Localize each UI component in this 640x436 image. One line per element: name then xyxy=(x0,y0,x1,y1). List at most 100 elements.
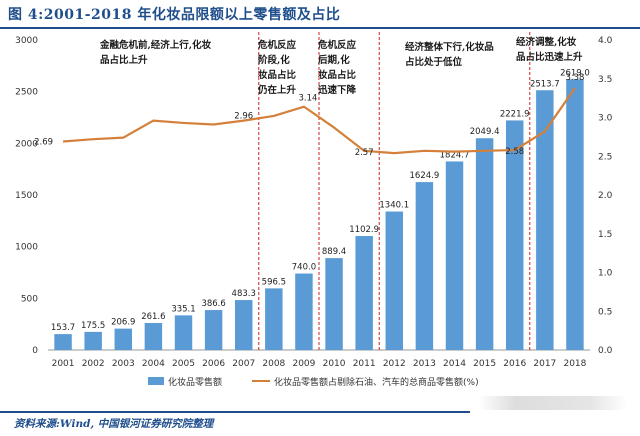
x-tick-label: 2011 xyxy=(353,359,376,369)
bar xyxy=(54,334,72,350)
bar-data-label: 1824.7 xyxy=(440,150,470,160)
annotation-line: 后期,化 xyxy=(318,54,350,66)
line-data-label: 2.69 xyxy=(34,138,53,148)
line-data-label: 2.57 xyxy=(355,148,374,158)
legend-bar-swatch xyxy=(148,377,164,385)
line-data-label: 3.14 xyxy=(298,94,317,104)
annotation-line: 经济整体下行,化妆品 xyxy=(405,41,494,53)
y-left-tick-label: 2500 xyxy=(15,88,38,98)
y-left-tick-label: 1500 xyxy=(15,191,38,201)
x-tick-label: 2004 xyxy=(142,359,165,369)
share-line xyxy=(62,87,576,155)
line-data-label: 2.96 xyxy=(234,112,253,122)
x-tick-label: 2012 xyxy=(383,359,406,369)
x-tick-label: 2015 xyxy=(473,359,496,369)
annotation-line: 经济调整,化妆 xyxy=(516,36,577,48)
bar xyxy=(566,79,584,350)
annotation-line: 仍在上升 xyxy=(257,84,297,96)
y-left-tick-label: 3000 xyxy=(15,36,38,46)
chart-title: 图 4:2001-2018 年化妆品限额以上零售额及占比 xyxy=(8,7,341,23)
bar xyxy=(144,322,163,350)
line-series: 2.69 2.96 3.14 2.57 2.58 3.38 xyxy=(34,73,584,158)
bar-data-label: 596.5 xyxy=(262,277,286,287)
x-tick-label: 2018 xyxy=(563,359,586,369)
bar-data-label: 2619.0 xyxy=(560,68,590,78)
bar-data-label: 175.5 xyxy=(81,321,105,331)
bar xyxy=(445,161,464,350)
bar xyxy=(475,138,494,350)
bar-data-label: 1340.1 xyxy=(379,201,409,211)
y-right-tick-label: 3.5 xyxy=(598,75,612,85)
annotation-line: 占比处于低位 xyxy=(405,56,463,68)
bar xyxy=(295,273,313,350)
bar xyxy=(234,300,253,350)
y-right-tick-label: 4.0 xyxy=(598,36,613,46)
bar-data-label: 2049.4 xyxy=(470,127,500,137)
period-dividers xyxy=(258,32,531,350)
annotation-line: 品占比迅速上升 xyxy=(516,51,583,63)
bar xyxy=(536,90,554,350)
source-rule xyxy=(0,411,470,413)
chart-legend: 化妆品零售额 化妆品零售额占剔除石油、汽车的总商品零售额(%) xyxy=(148,376,479,388)
bar-data-label: 483.3 xyxy=(232,289,256,299)
x-tick-label: 2008 xyxy=(262,359,285,369)
y-right-tick-label: 2.5 xyxy=(598,152,612,162)
bar xyxy=(204,310,223,350)
x-tick-label: 2003 xyxy=(112,359,135,369)
annotation-line: 品占比上升 xyxy=(100,54,148,66)
title-bar: 图 4:2001-2018 年化妆品限额以上零售额及占比 xyxy=(0,0,640,26)
annotation-line: 危机反应 xyxy=(257,39,297,51)
x-tick-label: 2009 xyxy=(292,359,315,369)
bar xyxy=(114,328,133,350)
y-right-tick-label: 3.0 xyxy=(598,114,613,124)
bar-data-label: 153.7 xyxy=(51,323,75,333)
bar-series: 153.7 175.5 206.9 261.6 335.1 386.6 483.3 596.5… xyxy=(51,68,590,351)
bar-data-label: 1102.9 xyxy=(349,225,379,235)
x-tick-label: 2005 xyxy=(172,359,195,369)
bar xyxy=(174,315,193,350)
bar-data-label: 740.0 xyxy=(292,263,316,273)
period-annotations: 金融危机前,经济上行,化妆品占比上升危机反应阶段,化妆品占比仍在上升危机反应后期… xyxy=(99,36,583,96)
bar-data-label: 386.6 xyxy=(201,299,225,309)
annotation-line: 危机反应 xyxy=(317,39,357,51)
y-left-tick-label: 500 xyxy=(21,294,38,304)
x-tick-label: 2014 xyxy=(443,359,466,369)
source-note: 资料来源:Wind, 中国银河证券研究院整理 xyxy=(14,418,214,430)
bar xyxy=(415,182,434,350)
x-tick-label: 2001 xyxy=(52,359,75,369)
bar xyxy=(265,288,283,350)
bar xyxy=(325,258,343,350)
y-left-tick-label: 2000 xyxy=(15,139,38,149)
annotation-line: 迅速下降 xyxy=(318,84,357,96)
x-tick-label: 2013 xyxy=(413,359,436,369)
annotation-line: 阶段,化 xyxy=(258,54,290,66)
watermark-blur xyxy=(478,396,628,410)
annotation-line: 妆品占比 xyxy=(258,69,297,81)
bar xyxy=(84,331,102,350)
line-data-label: 3.38 xyxy=(565,73,584,83)
bar-data-label: 206.9 xyxy=(111,318,135,328)
annotation-line: 妆品占比 xyxy=(318,69,357,81)
bar-data-label: 2513.7 xyxy=(530,79,560,89)
chart-axes: 0 500 1000 1500 2000 2500 3000 0.0 0.5 1.0 1.5 2.0 2… xyxy=(15,36,612,369)
chart-canvas: 0 500 1000 1500 2000 2500 3000 0.0 0.5 1.0 1.5 2.0 2… xyxy=(15,32,613,388)
y-left-tick-label: 1000 xyxy=(15,243,38,253)
x-tick-label: 2010 xyxy=(323,359,346,369)
x-tick-label: 2002 xyxy=(82,359,105,369)
y-left-tick-label: 0 xyxy=(32,346,38,356)
y-right-tick-label: 1.5 xyxy=(598,230,612,240)
legend-line-label: 化妆品零售额占剔除石油、汽车的总商品零售额(%) xyxy=(274,376,479,388)
x-tick-label: 2017 xyxy=(533,359,556,369)
bar-data-label: 261.6 xyxy=(141,312,165,322)
annotation-line: 金融危机前,经济上行,化妆 xyxy=(99,39,212,51)
bar-data-label: 1624.9 xyxy=(410,171,440,181)
bar-data-label: 889.4 xyxy=(322,247,346,257)
legend-bar-label: 化妆品零售额 xyxy=(168,376,222,388)
x-tick-label: 2006 xyxy=(202,359,225,369)
bar xyxy=(355,236,373,350)
